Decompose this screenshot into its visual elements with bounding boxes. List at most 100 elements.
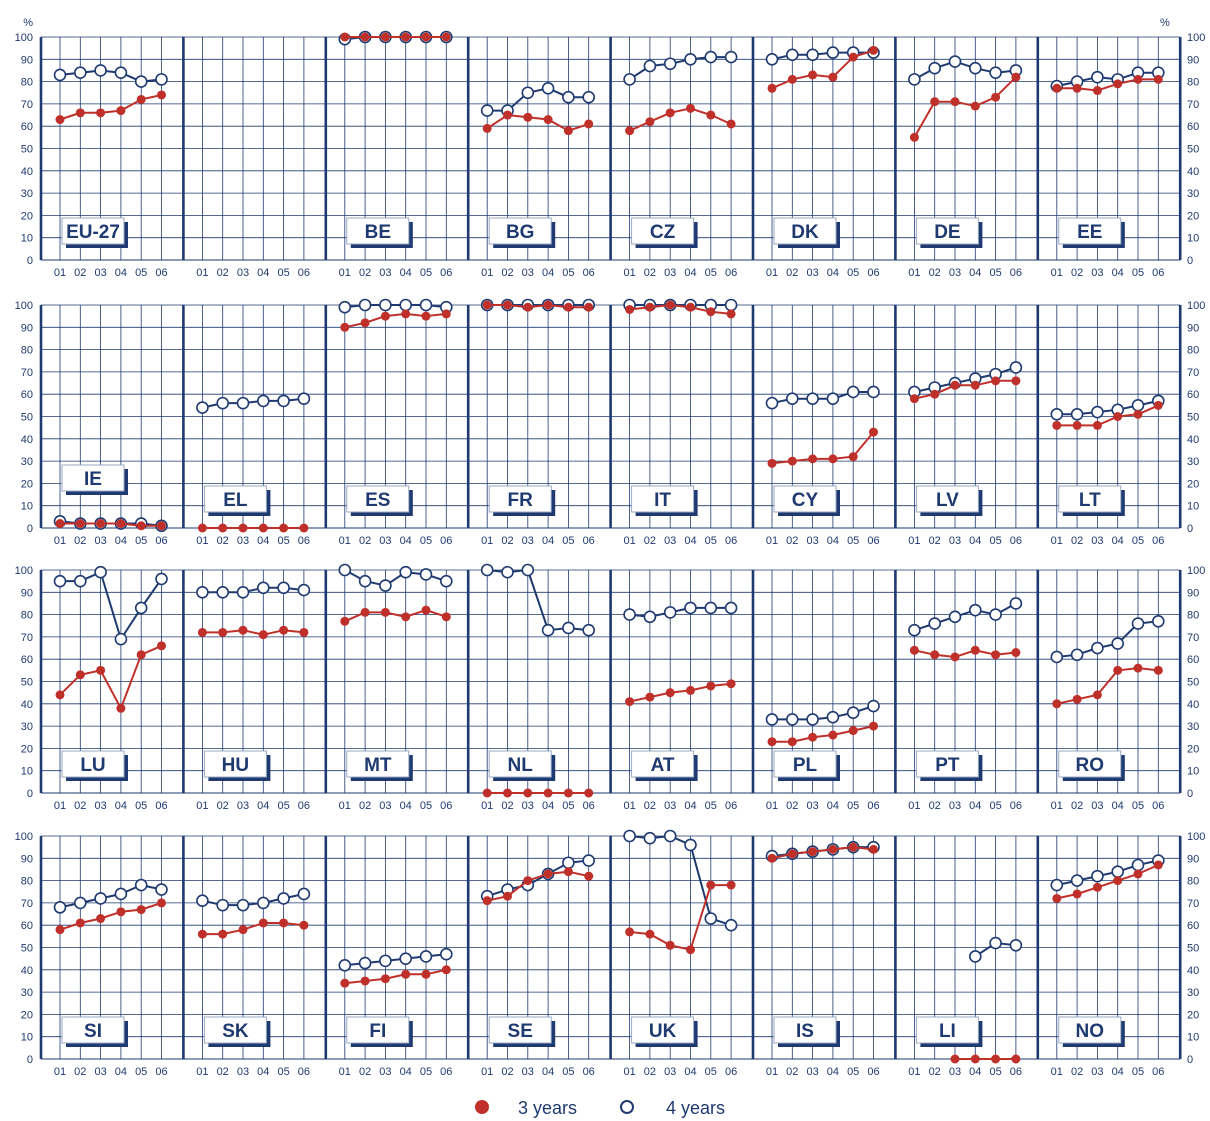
panel-label-text: SE (508, 1021, 533, 1042)
y-tick-label-right: 10 (1187, 766, 1199, 778)
series-3-years-bg-point (482, 123, 492, 133)
series-4-years-pl-point (765, 713, 779, 726)
series-3-years-is-point (848, 842, 858, 852)
series-3-years-cz-line (629, 107, 732, 132)
series-4-years-dk-point (826, 46, 840, 59)
y-tick-label-right: 100 (1187, 32, 1205, 44)
series-3-years-uk-point (645, 929, 655, 939)
x-tick-label: 02 (74, 1066, 86, 1078)
series-3-years-ie-point (136, 521, 146, 531)
series-4-years-it-point (724, 298, 738, 312)
x-tick-label: 03 (949, 267, 961, 279)
x-tick-label: 02 (74, 800, 86, 812)
series-3-years-mt-point (421, 605, 431, 615)
series-4-years-eu-27-point (74, 66, 87, 79)
y-tick-label-left: 30 (21, 188, 33, 200)
series-3-years-es-point (380, 311, 390, 321)
x-tick-label: 01 (1051, 1066, 1063, 1078)
panel-label-lv: LV (915, 485, 983, 516)
y-tick-label-left: 100 (15, 300, 33, 312)
x-tick-label: 04 (969, 267, 981, 279)
y-tick-label-left: 20 (21, 1009, 33, 1021)
panel-label-at: AT (631, 750, 698, 781)
y-tick-label-left: 60 (21, 654, 33, 666)
series-4-years-el-point (277, 394, 290, 408)
x-tick-label: 01 (1051, 535, 1063, 547)
series-4-years-at-point (643, 610, 657, 624)
series-3-years-sk-line (202, 922, 305, 936)
x-tick-label: 03 (237, 535, 249, 547)
series-3-years-uk-point (686, 945, 695, 955)
x-tick-label: 02 (644, 800, 656, 812)
series-3-years-mt-point (380, 607, 390, 617)
y-tick-label-left: 80 (21, 345, 33, 357)
panel-label-hu: HU (203, 750, 271, 781)
series-4-years-hu-point (216, 585, 229, 599)
x-tick-label: 02 (501, 1066, 513, 1078)
series-3-years-lu-point (55, 690, 65, 700)
series-3-years-ro-point (1072, 694, 1082, 704)
x-tick-label: 04 (827, 1066, 839, 1078)
series-4-years-pt-point (948, 610, 962, 624)
series-3-years-ro-point (1133, 663, 1143, 673)
panel-label-box (773, 485, 837, 513)
series-4-years-mt-point (419, 568, 433, 581)
panel-label-ro: RO (1058, 750, 1125, 781)
x-tick-label: 05 (1132, 267, 1144, 279)
y-tick-label-left: 70 (21, 898, 33, 910)
series-4-years-eu-27-point (134, 75, 148, 88)
x-tick-label: 05 (420, 1066, 432, 1078)
panel-label-text: FI (369, 1021, 386, 1042)
series-3-years-bg-point (563, 126, 573, 136)
series-4-years-mt-point (338, 563, 352, 577)
series-4-years-hu-point (196, 585, 209, 599)
x-tick-label: 04 (257, 800, 269, 812)
panel-label-text: DK (791, 222, 819, 243)
x-tick-label: 04 (115, 535, 127, 547)
y-tick-label-left: 100 (15, 831, 33, 843)
series-4-years-li-point (989, 936, 1002, 950)
series-3-years-be-point (360, 32, 370, 42)
series-4-years-pl-point (867, 699, 880, 713)
series-4-years-no-point (1111, 865, 1124, 878)
x-tick-label: 02 (501, 800, 513, 812)
series-4-years-cy-point (765, 396, 779, 410)
x-tick-label: 01 (908, 1066, 920, 1078)
series-3-years-lu-point (96, 665, 106, 675)
x-tick-label: 03 (94, 535, 106, 547)
series-3-years-sk-point (279, 918, 289, 928)
panel-label-text: CY (792, 490, 819, 511)
series-4-years-el-point (196, 401, 209, 414)
series-3-years-si-point (157, 898, 166, 908)
panel-label-se: SE (488, 1016, 556, 1047)
series-3-years-es-line (344, 312, 447, 329)
panel-label-box (631, 217, 695, 245)
panel-label-text: NL (508, 755, 534, 776)
x-tick-label: 01 (339, 267, 351, 279)
series-3-years-mt-point (401, 612, 411, 622)
series-4-years-hu-point (256, 581, 270, 595)
panel-label-text: BG (506, 222, 535, 243)
series-4-years-dk-point (806, 48, 819, 62)
x-tick-label: 05 (135, 800, 147, 812)
x-tick-label: 02 (644, 535, 656, 547)
x-tick-label: 03 (379, 800, 391, 812)
x-tick-label: 04 (257, 535, 269, 547)
series-3-years-no-point (1072, 889, 1082, 899)
series-4-years-nl-point (501, 565, 514, 579)
series-4-years-ro-point (1050, 650, 1064, 664)
series-4-years-cy-point (806, 392, 819, 405)
series-3-years-bg-point (503, 110, 512, 120)
panel-label-text: MT (364, 755, 392, 776)
series-3-years-de-point (970, 101, 980, 111)
x-tick-label: 03 (522, 800, 534, 812)
series-4-years-cz-point (684, 52, 697, 66)
panel-label-box (1058, 750, 1122, 778)
series-3-years-dk-point (828, 72, 838, 82)
legend-label-4-years: 4 years (666, 1098, 725, 1118)
series-3-years-cy-point (869, 427, 878, 437)
y-tick-label-left: 40 (21, 965, 33, 977)
x-tick-label: 03 (237, 267, 249, 279)
y-tick-label-left: 40 (21, 699, 33, 711)
y-tick-label-left: 10 (21, 766, 33, 778)
